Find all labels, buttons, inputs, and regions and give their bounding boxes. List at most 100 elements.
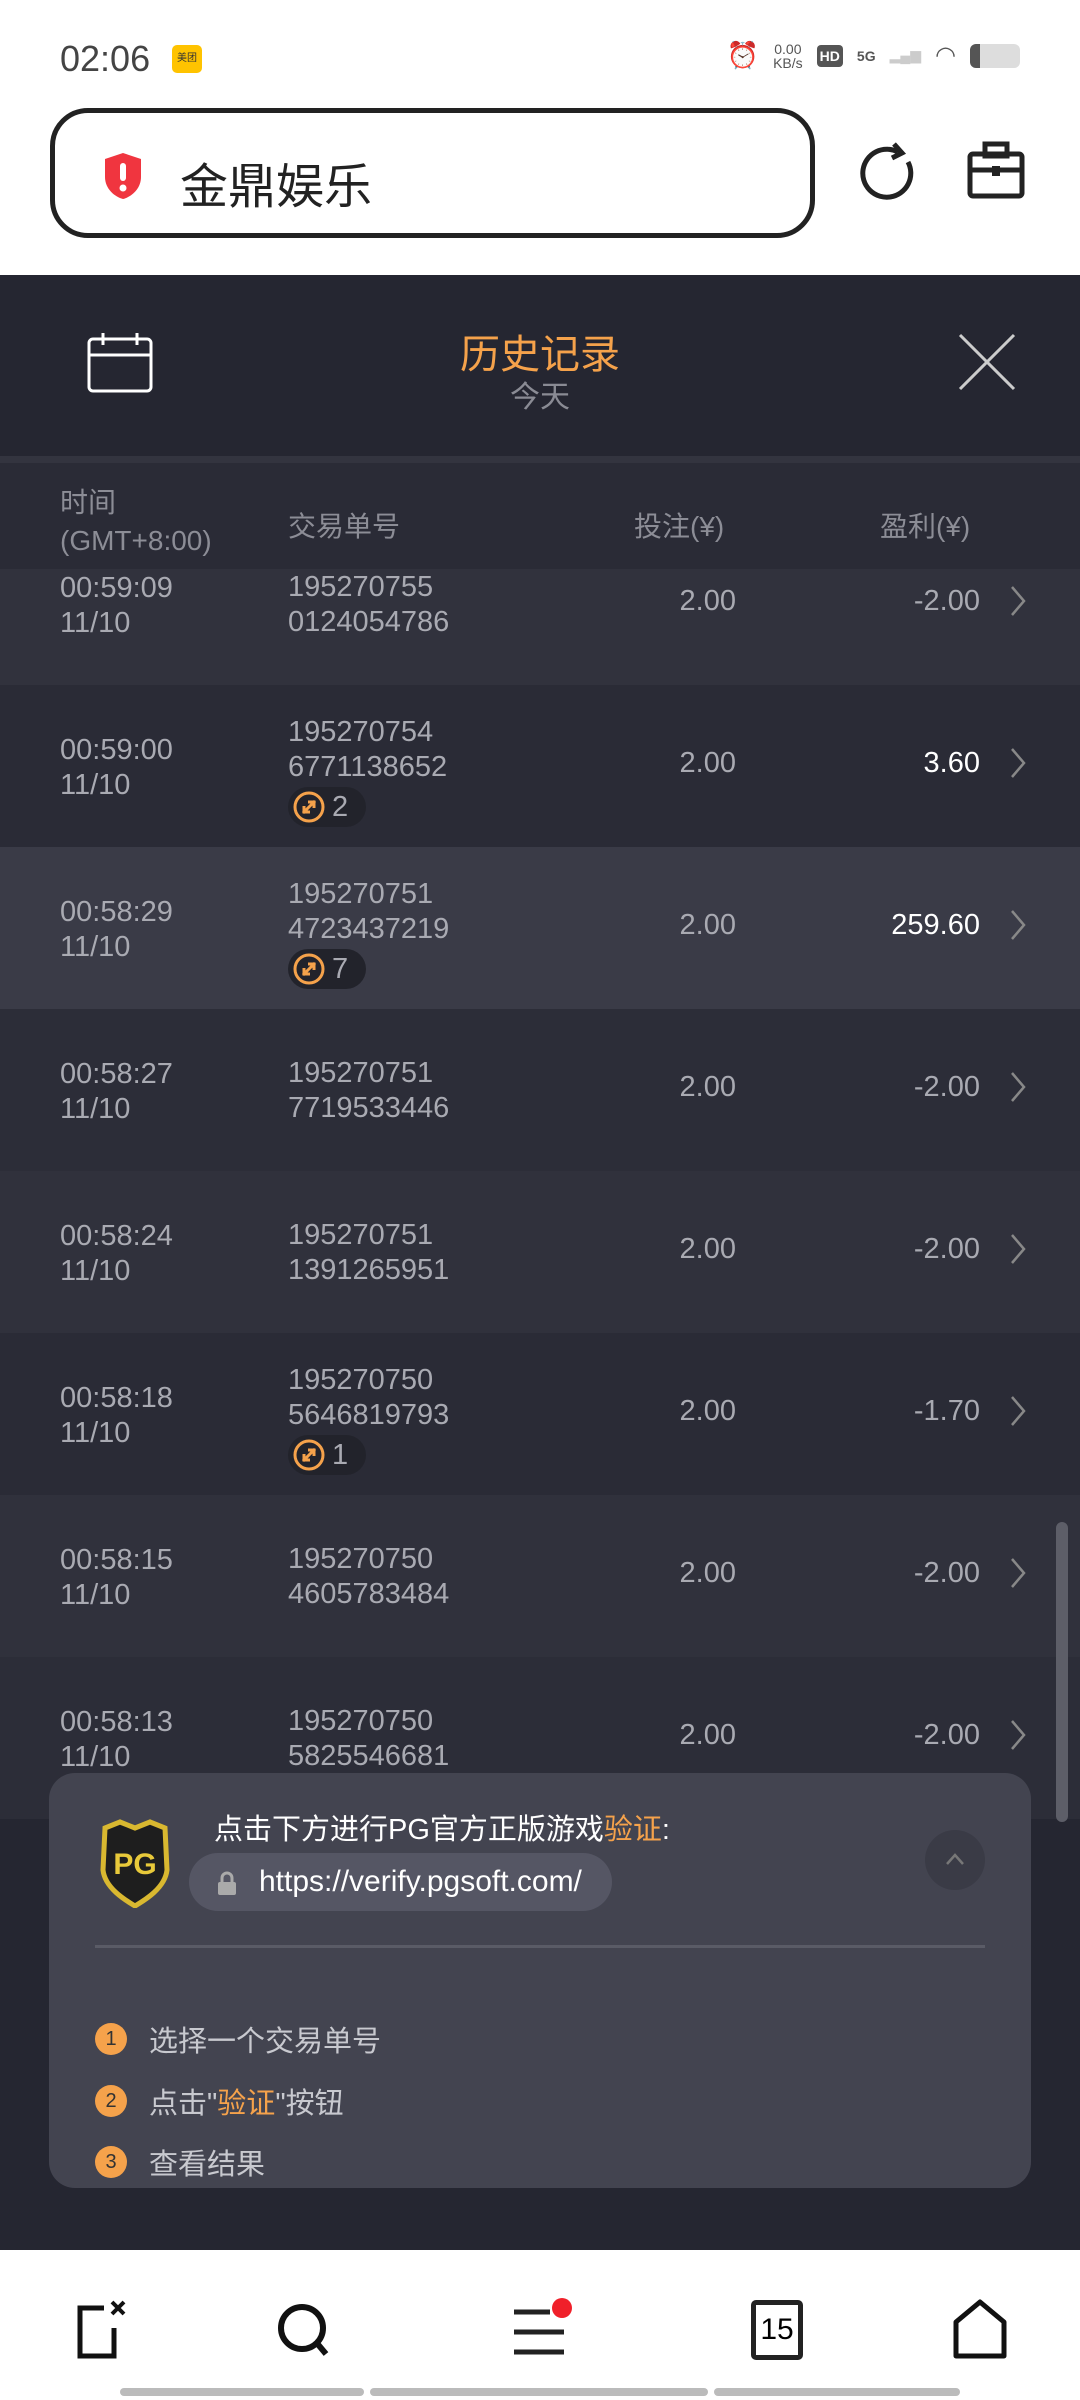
row-time: 00:59:09 11/10 [60, 572, 173, 639]
wifi-icon: ◠ [935, 42, 956, 69]
verify-url-link[interactable]: https://verify.pgsoft.com/ [189, 1853, 612, 1911]
chevron-right-icon[interactable] [1008, 583, 1028, 619]
pg-logo: PG [100, 1819, 170, 1908]
verify-panel: PG 点击下方进行PG官方正版游戏验证: https://verify.pgso… [49, 1773, 1031, 2188]
row-time: 00:58:13 11/10 [60, 1706, 173, 1773]
date-filter[interactable]: 今天 [510, 381, 570, 414]
free-spin-badge: 7 [288, 949, 367, 989]
calendar-icon[interactable] [87, 333, 153, 393]
free-spin-badge: 2 [288, 787, 367, 827]
free-spin-icon [293, 1439, 325, 1471]
divider [95, 1945, 985, 1948]
col-profit: 盈利(¥) [880, 511, 971, 542]
chevron-right-icon[interactable] [1008, 1393, 1028, 1429]
chevron-right-icon[interactable] [1008, 1717, 1028, 1753]
row-profit: 259.60 [891, 909, 980, 941]
home-indicator [370, 2388, 708, 2396]
status-icons: ⏰ 0.00 KB/s HD 5G ▂▄▆ ◠ [727, 40, 1020, 71]
lock-icon [218, 1871, 236, 1895]
table-row[interactable]: 00:59:00 11/10 195270754 6771138652 2 2.00 … [0, 685, 1080, 847]
warning-shield-icon [105, 153, 141, 199]
table-row[interactable]: 00:58:27 11/10 195270751 7719533446 2.00 -… [0, 1009, 1080, 1171]
tabs-count: 15 [751, 2300, 803, 2360]
row-time: 00:58:18 11/10 [60, 1382, 173, 1449]
chevron-right-icon[interactable] [1008, 1555, 1028, 1591]
home-indicator [120, 2388, 364, 2396]
table-header: 时间 (GMT+8:00) 交易单号 投注(¥) 盈利(¥) [0, 456, 1080, 569]
collapse-button[interactable] [925, 1830, 985, 1890]
row-id: 195270750 5825546681 [288, 1705, 450, 1772]
bottom-nav: 15 [0, 2250, 1080, 2400]
alarm-icon: ⏰ [726, 40, 760, 70]
col-timezone: (GMT+8:00) [60, 525, 212, 556]
row-id: 195270754 6771138652 2 [288, 715, 447, 833]
table-row[interactable]: 00:58:29 11/10 195270751 4723437219 7 2.00 … [0, 847, 1080, 1009]
row-profit: -2.00 [913, 1071, 980, 1103]
home-indicator [714, 2388, 960, 2396]
row-id: 195270750 4605783484 [288, 1543, 450, 1610]
row-bet: 2.00 [679, 1071, 736, 1103]
col-bet: 投注(¥) [634, 511, 725, 542]
row-time: 00:58:27 11/10 [60, 1058, 173, 1125]
row-id: 195270751 1391265951 [288, 1219, 450, 1286]
page-title: 金鼎娱乐 [180, 161, 373, 214]
status-bar: 02:06 美团 ⏰ 0.00 KB/s HD 5G ▂▄▆ ◠ [0, 0, 1080, 100]
row-id: 195270751 7719533446 [288, 1057, 450, 1124]
row-bet: 2.00 [679, 1233, 736, 1265]
chevron-up-icon [946, 1853, 964, 1865]
step-1: 1 选择一个交易单号 [95, 2018, 381, 2060]
meituan-notification-icon: 美团 [172, 45, 202, 73]
row-bet: 2.00 [679, 1719, 736, 1751]
svg-text:PG: PG [113, 1848, 156, 1881]
row-bet: 2.00 [679, 909, 736, 941]
step-3: 3 查看结果 [95, 2141, 265, 2183]
row-bet: 2.00 [679, 1395, 736, 1427]
tabs-button[interactable]: 15 [745, 2298, 809, 2362]
row-profit: 3.60 [923, 747, 980, 779]
hd-icon: HD [816, 44, 843, 67]
home-icon[interactable] [948, 2298, 1012, 2362]
row-profit: -2.00 [913, 1233, 980, 1265]
row-profit: -1.70 [913, 1395, 980, 1427]
free-spin-badge: 1 [288, 1435, 367, 1475]
row-id: 195270750 5646819793 1 [288, 1363, 449, 1481]
signal-5g-icon: 5G [856, 47, 876, 64]
col-time: 时间 [60, 487, 117, 518]
row-profit: -2.00 [913, 1557, 980, 1589]
free-spin-icon [293, 953, 325, 985]
row-profit: -2.00 [913, 585, 980, 617]
row-bet: 2.00 [679, 1557, 736, 1589]
row-time: 00:58:15 11/10 [60, 1544, 173, 1611]
row-time: 00:59:00 11/10 [60, 734, 173, 801]
table-row[interactable]: 00:59:09 11/10 195270755 0124054786 2.00 -… [0, 569, 1080, 685]
col-id: 交易单号 [288, 511, 401, 542]
chevron-right-icon[interactable] [1008, 745, 1028, 781]
free-spin-icon [293, 791, 325, 823]
close-tab-icon[interactable] [70, 2298, 134, 2362]
verify-heading: 点击下方进行PG官方正版游戏验证: [214, 1814, 670, 1846]
address-bar[interactable]: 金鼎娱乐 [50, 108, 815, 238]
chevron-right-icon[interactable] [1008, 1231, 1028, 1267]
table-row[interactable]: 00:58:24 11/10 195270751 1391265951 2.00 -… [0, 1171, 1080, 1333]
search-icon[interactable] [272, 2298, 336, 2362]
row-bet: 2.00 [679, 585, 736, 617]
row-profit: -2.00 [913, 1719, 980, 1751]
row-id: 195270751 4723437219 7 [288, 877, 449, 995]
menu-icon[interactable] [508, 2298, 572, 2362]
row-id: 195270755 0124054786 [288, 571, 450, 638]
row-bet: 2.00 [679, 747, 736, 779]
table-row[interactable]: 00:58:15 11/10 195270750 4605783484 2.00 -… [0, 1495, 1080, 1657]
toolbox-icon[interactable] [965, 140, 1027, 202]
chevron-right-icon[interactable] [1008, 907, 1028, 943]
row-time: 00:58:24 11/10 [60, 1220, 173, 1287]
battery-icon [970, 43, 1020, 68]
step-2: 2 点击"验证"按钮 [95, 2080, 344, 2122]
scrollbar[interactable] [1056, 1522, 1068, 1822]
net-speed: 0.00 KB/s [773, 40, 803, 71]
row-time: 00:58:29 11/10 [60, 896, 173, 963]
close-icon[interactable] [958, 333, 1016, 391]
signal-icon: ▂▄▆ [889, 47, 922, 63]
table-row[interactable]: 00:58:18 11/10 195270750 5646819793 1 2.00 … [0, 1333, 1080, 1495]
reload-icon[interactable] [858, 140, 920, 202]
chevron-right-icon[interactable] [1008, 1069, 1028, 1105]
